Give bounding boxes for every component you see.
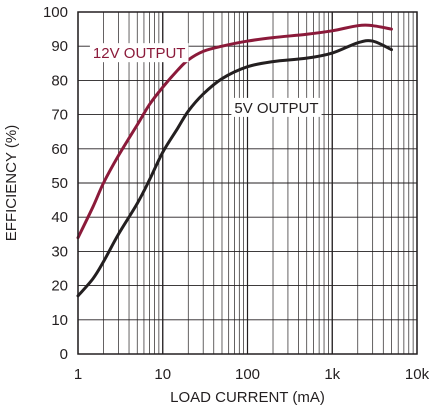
x-tick-label: 10 (154, 366, 171, 383)
y-tick-label: 90 (51, 38, 68, 55)
y-tick-label: 50 (51, 175, 68, 192)
y-tick-label: 0 (60, 346, 68, 363)
series-label-5v: 5V OUTPUT (234, 100, 318, 117)
x-tick-label: 1 (74, 366, 82, 383)
grid (77, 11, 418, 355)
y-tick-label: 100 (43, 4, 68, 21)
y-tick-label: 60 (51, 141, 68, 158)
series-label-12v: 12V OUTPUT (93, 45, 186, 62)
series-lines (76, 23, 393, 298)
series-line-12v (76, 23, 393, 240)
y-tick-label: 40 (51, 209, 68, 226)
y-tick-label: 20 (51, 278, 68, 295)
y-tick-label: 10 (51, 312, 68, 329)
series-label-5v-backing (231, 97, 322, 117)
x-tick-label: 100 (235, 366, 260, 383)
y-axis-title: EFFICIENCY (%) (3, 125, 20, 241)
series-labels: 12V OUTPUT 5V OUTPUT (89, 43, 322, 117)
y-tick-label: 70 (51, 107, 68, 124)
x-tick-label: 10k (405, 366, 430, 383)
series-label-12v-backing (89, 43, 189, 63)
x-axis-title: LOAD CURRENT (mA) (170, 389, 325, 406)
x-tick-label: 1k (324, 366, 340, 383)
y-tick-label: 80 (51, 72, 68, 89)
y-tick-label: 30 (51, 243, 68, 260)
plot-frame (77, 11, 418, 355)
series-line-5v (76, 39, 393, 298)
